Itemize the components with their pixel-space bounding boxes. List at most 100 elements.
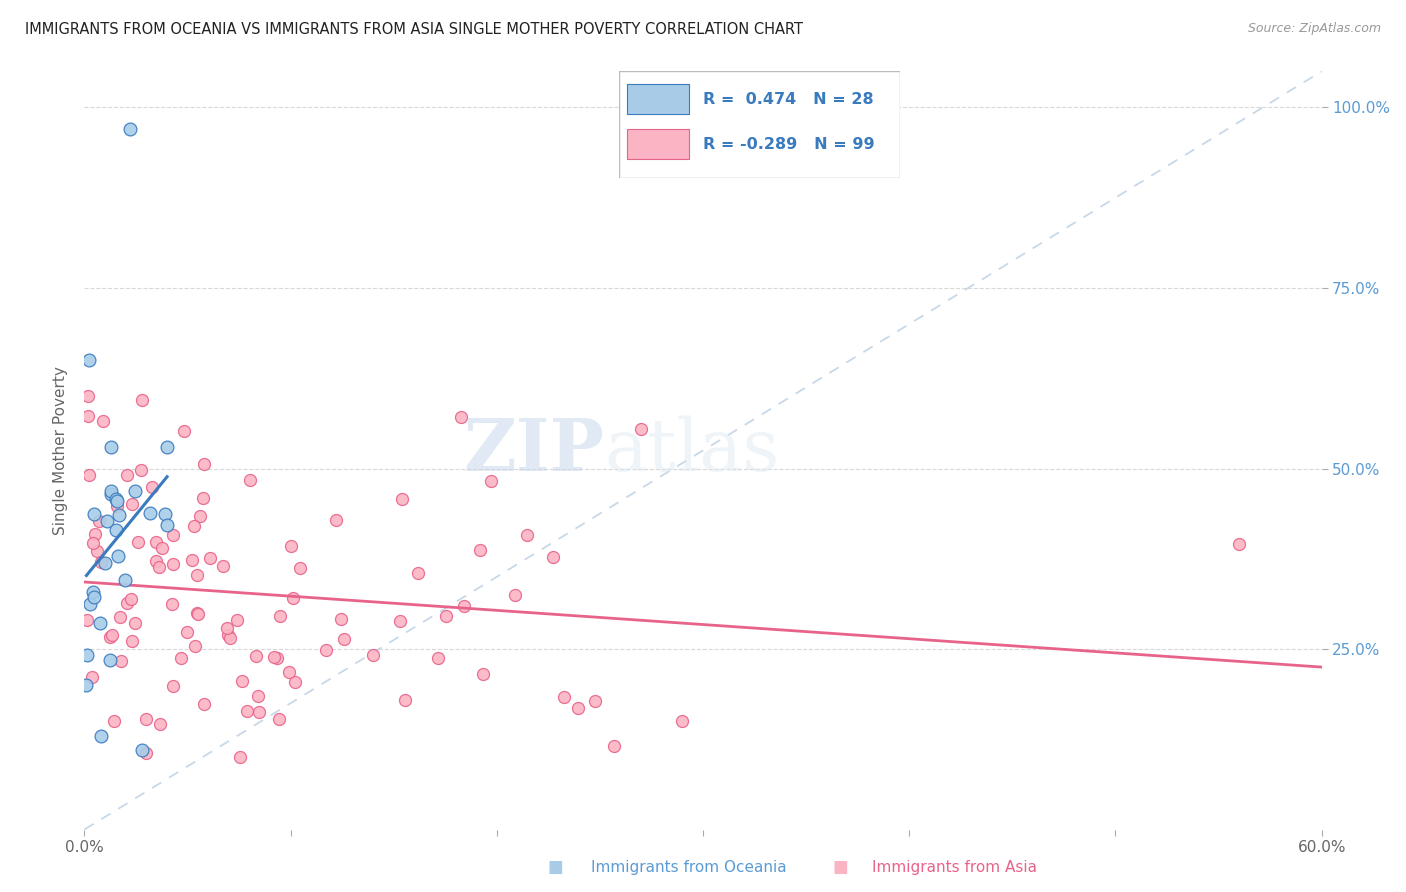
Text: ■: ■ (547, 858, 564, 876)
Point (115, 467, 138, 482)
Point (83, 508, 105, 522)
Point (231, 673, 253, 688)
Point (267, 713, 290, 727)
Point (86, 544, 108, 558)
Point (394, 693, 416, 707)
Point (217, 621, 239, 635)
Point (226, 613, 249, 627)
Point (211, 559, 233, 574)
Point (100, 440, 122, 454)
Point (361, 648, 384, 662)
Point (98, 630, 121, 644)
Point (503, 588, 526, 602)
FancyBboxPatch shape (619, 71, 900, 178)
Point (90, 729, 112, 743)
Point (193, 698, 215, 712)
Point (118, 122, 141, 136)
Point (630, 422, 652, 436)
Point (388, 614, 411, 628)
Text: Source: ZipAtlas.com: Source: ZipAtlas.com (1247, 22, 1381, 36)
Point (479, 474, 502, 488)
Point (107, 508, 129, 523)
Point (131, 743, 153, 757)
Point (541, 550, 564, 565)
Point (333, 632, 356, 647)
Point (330, 612, 353, 626)
Point (84, 527, 107, 541)
Point (187, 607, 209, 621)
Point (239, 473, 262, 487)
Text: IMMIGRANTS FROM OCEANIA VS IMMIGRANTS FROM ASIA SINGLE MOTHER POVERTY CORRELATIO: IMMIGRANTS FROM OCEANIA VS IMMIGRANTS FR… (25, 22, 803, 37)
Point (148, 560, 170, 574)
Point (98, 653, 121, 667)
Point (105, 491, 128, 506)
Point (186, 568, 208, 582)
Point (82, 535, 104, 549)
Point (516, 528, 538, 542)
Point (284, 674, 307, 689)
Point (101, 628, 124, 642)
Point (91, 414, 114, 428)
Point (77, 389, 100, 403)
Point (94, 556, 117, 570)
Point (263, 649, 285, 664)
Point (89, 514, 111, 528)
Point (160, 597, 183, 611)
Point (406, 566, 429, 581)
Point (671, 714, 693, 728)
Point (79, 468, 101, 483)
Point (1227, 537, 1250, 551)
Point (162, 679, 184, 693)
Point (150, 541, 173, 556)
Point (114, 574, 136, 588)
Point (110, 654, 132, 668)
Point (218, 632, 240, 646)
Point (156, 440, 179, 454)
Point (266, 651, 288, 665)
Point (450, 410, 472, 425)
Point (110, 609, 132, 624)
Point (426, 650, 449, 665)
Point (603, 739, 626, 753)
Point (105, 493, 128, 508)
Point (103, 714, 125, 729)
Point (79, 597, 101, 611)
Point (315, 642, 337, 657)
Point (76, 614, 98, 628)
Point (107, 549, 129, 564)
Point (156, 517, 179, 532)
Point (100, 487, 122, 501)
Point (269, 608, 291, 623)
Point (75, 678, 97, 692)
Point (139, 506, 162, 520)
Point (468, 543, 491, 558)
Point (162, 557, 184, 571)
Point (80, 671, 103, 685)
Bar (627, 84, 689, 114)
Point (247, 706, 270, 720)
Y-axis label: Single Mother Poverty: Single Mother Poverty (53, 366, 69, 535)
Point (89, 616, 111, 631)
Text: R = -0.289   N = 99: R = -0.289 N = 99 (703, 136, 875, 152)
Point (245, 648, 267, 663)
Point (173, 424, 195, 438)
Point (149, 717, 172, 731)
Point (553, 690, 575, 704)
Point (141, 480, 163, 494)
Text: ZIP: ZIP (463, 415, 605, 486)
Text: ■: ■ (832, 858, 849, 876)
Point (471, 667, 494, 681)
Point (124, 616, 146, 631)
Point (105, 499, 128, 513)
Text: Immigrants from Oceania: Immigrants from Oceania (591, 860, 786, 874)
Point (217, 628, 239, 642)
Point (90, 555, 112, 569)
Point (135, 746, 157, 760)
Point (325, 513, 347, 527)
Point (183, 519, 205, 533)
Point (76, 409, 98, 423)
Point (453, 599, 475, 614)
Point (129, 463, 152, 477)
Point (162, 528, 184, 542)
Point (184, 640, 207, 654)
